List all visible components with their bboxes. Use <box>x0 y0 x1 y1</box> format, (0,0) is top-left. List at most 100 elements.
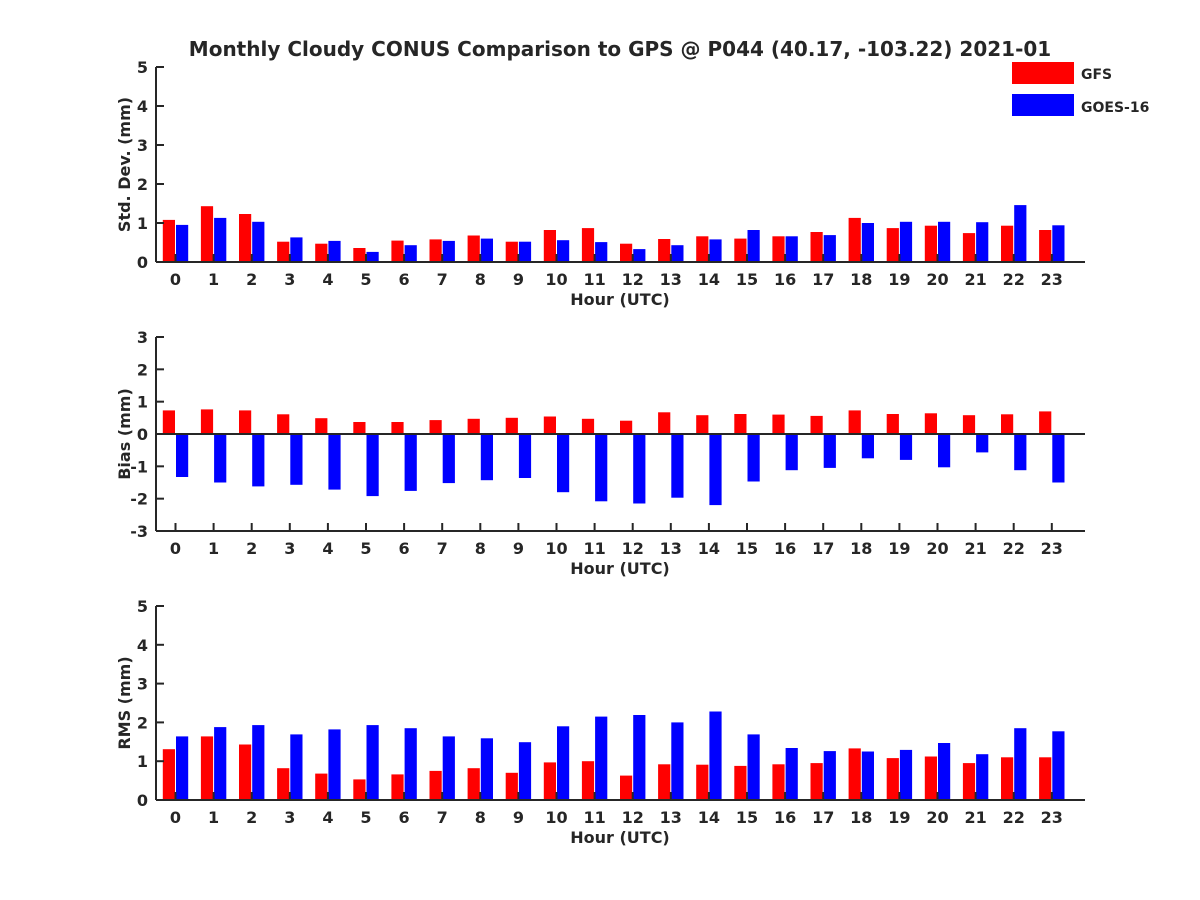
y-axis-label-rms: RMS (mm) <box>115 656 134 749</box>
bar-stddev-gfs-h8 <box>467 235 480 262</box>
x-axis-label-stddev: Hour (UTC) <box>570 290 670 309</box>
bar-stddev-goes-16-h2 <box>252 221 265 262</box>
x-tick-label-rms: 9 <box>513 808 524 827</box>
bar-rms-goes-16-h13 <box>671 722 684 800</box>
bar-rms-goes-16-h18 <box>861 751 874 800</box>
x-tick-label-rms: 3 <box>284 808 295 827</box>
series-goes-16-stddev <box>176 205 1065 262</box>
x-tick-label-bias: 17 <box>812 539 834 558</box>
x-tick-label-bias: 1 <box>208 539 219 558</box>
y-tick-label-stddev: 2 <box>137 175 148 194</box>
bar-bias-gfs-h23 <box>1039 411 1052 434</box>
x-tick-label-rms: 18 <box>850 808 872 827</box>
x-tick-label-bias: 3 <box>284 539 295 558</box>
x-tick-label-bias: 11 <box>583 539 605 558</box>
bar-stddev-goes-16-h9 <box>518 241 532 262</box>
x-tick-label-bias: 20 <box>926 539 948 558</box>
bar-bias-gfs-h5 <box>353 422 366 434</box>
bar-stddev-gfs-h4 <box>315 243 328 262</box>
x-tick-label-bias: 14 <box>698 539 720 558</box>
x-tick-label-stddev: 5 <box>360 270 371 289</box>
bar-stddev-gfs-h12 <box>620 243 633 262</box>
bar-bias-goes-16-h10 <box>557 434 570 493</box>
x-tick-label-rms: 17 <box>812 808 834 827</box>
bar-bias-gfs-h21 <box>962 415 976 434</box>
bar-bias-goes-16-h17 <box>823 434 836 468</box>
x-tick-label-rms: 20 <box>926 808 948 827</box>
bar-bias-goes-16-h14 <box>709 434 722 506</box>
bar-rms-gfs-h16 <box>772 764 785 800</box>
x-tick-label-rms: 15 <box>736 808 758 827</box>
x-tick-label-stddev: 17 <box>812 270 834 289</box>
bar-bias-goes-16-h7 <box>442 434 455 484</box>
bar-stddev-gfs-h19 <box>886 228 899 262</box>
x-tick-label-stddev: 0 <box>170 270 181 289</box>
bar-rms-goes-16-h23 <box>1052 731 1065 800</box>
x-tick-label-bias: 0 <box>170 539 181 558</box>
bar-bias-gfs-h14 <box>696 415 709 434</box>
x-tick-label-stddev: 14 <box>698 270 720 289</box>
bar-rms-gfs-h15 <box>734 765 747 800</box>
bar-stddev-gfs-h20 <box>924 225 937 262</box>
bar-bias-gfs-h8 <box>467 418 480 434</box>
x-tick-label-bias: 22 <box>1003 539 1025 558</box>
x-tick-label-stddev: 3 <box>284 270 295 289</box>
legend-label-gfs: GFS <box>1081 67 1112 83</box>
bar-bias-goes-16-h23 <box>1052 434 1065 483</box>
y-axis-label-stddev: Std. Dev. (mm) <box>115 97 134 232</box>
bar-bias-gfs-h1 <box>200 409 214 434</box>
bar-bias-gfs-h4 <box>315 418 328 434</box>
bar-stddev-goes-16-h18 <box>861 223 874 262</box>
bar-rms-goes-16-h6 <box>404 728 417 800</box>
y-tick-label-rms: 5 <box>137 597 148 616</box>
bar-stddev-goes-16-h4 <box>328 240 341 262</box>
bar-rms-goes-16-h21 <box>976 754 989 800</box>
y-tick-label-stddev: 1 <box>137 214 148 233</box>
bar-stddev-goes-16-h17 <box>823 235 836 262</box>
x-tick-label-rms: 22 <box>1003 808 1025 827</box>
bar-bias-gfs-h0 <box>162 410 175 434</box>
x-tick-label-stddev: 15 <box>736 270 758 289</box>
bar-stddev-gfs-h9 <box>505 241 518 262</box>
x-tick-label-rms: 19 <box>888 808 910 827</box>
x-axis-label-bias: Hour (UTC) <box>570 559 670 578</box>
bar-stddev-goes-16-h6 <box>404 245 417 262</box>
y-tick-label-rms: 3 <box>137 675 148 694</box>
bar-stddev-goes-16-h16 <box>785 236 798 262</box>
bar-bias-gfs-h16 <box>772 414 785 434</box>
bar-stddev-goes-16-h20 <box>938 221 951 262</box>
bar-bias-goes-16-h18 <box>861 434 874 459</box>
bar-rms-gfs-h10 <box>543 762 556 800</box>
bar-stddev-goes-16-h3 <box>290 237 303 262</box>
x-tick-label-stddev: 7 <box>437 270 448 289</box>
x-tick-label-stddev: 21 <box>964 270 986 289</box>
y-tick-label-bias: 3 <box>137 328 148 347</box>
chart-title: Monthly Cloudy CONUS Comparison to GPS @… <box>189 37 1051 61</box>
x-tick-label-stddev: 23 <box>1041 270 1063 289</box>
bar-stddev-gfs-h2 <box>239 214 252 262</box>
bar-rms-goes-16-h8 <box>480 738 493 800</box>
x-tick-label-bias: 19 <box>888 539 910 558</box>
legend-label-goes16: GOES-16 <box>1081 100 1149 116</box>
x-tick-label-rms: 10 <box>545 808 567 827</box>
x-tick-label-bias: 15 <box>736 539 758 558</box>
x-tick-label-rms: 8 <box>475 808 486 827</box>
bar-rms-goes-16-h17 <box>823 751 836 800</box>
bar-rms-gfs-h11 <box>581 761 595 800</box>
x-tick-label-rms: 0 <box>170 808 181 827</box>
bar-stddev-gfs-h11 <box>581 228 595 262</box>
bar-stddev-gfs-h1 <box>200 206 214 262</box>
y-tick-label-rms: 2 <box>137 713 148 732</box>
x-tick-label-rms: 21 <box>964 808 986 827</box>
x-axis-label-rms: Hour (UTC) <box>570 828 670 847</box>
bar-rms-goes-16-h16 <box>785 748 798 800</box>
x-tick-label-stddev: 20 <box>926 270 948 289</box>
x-tick-label-stddev: 1 <box>208 270 219 289</box>
bar-rms-goes-16-h7 <box>442 736 455 800</box>
x-tick-label-stddev: 8 <box>475 270 486 289</box>
bar-stddev-goes-16-h21 <box>976 222 989 262</box>
x-tick-label-bias: 2 <box>246 539 257 558</box>
x-tick-label-bias: 4 <box>322 539 333 558</box>
